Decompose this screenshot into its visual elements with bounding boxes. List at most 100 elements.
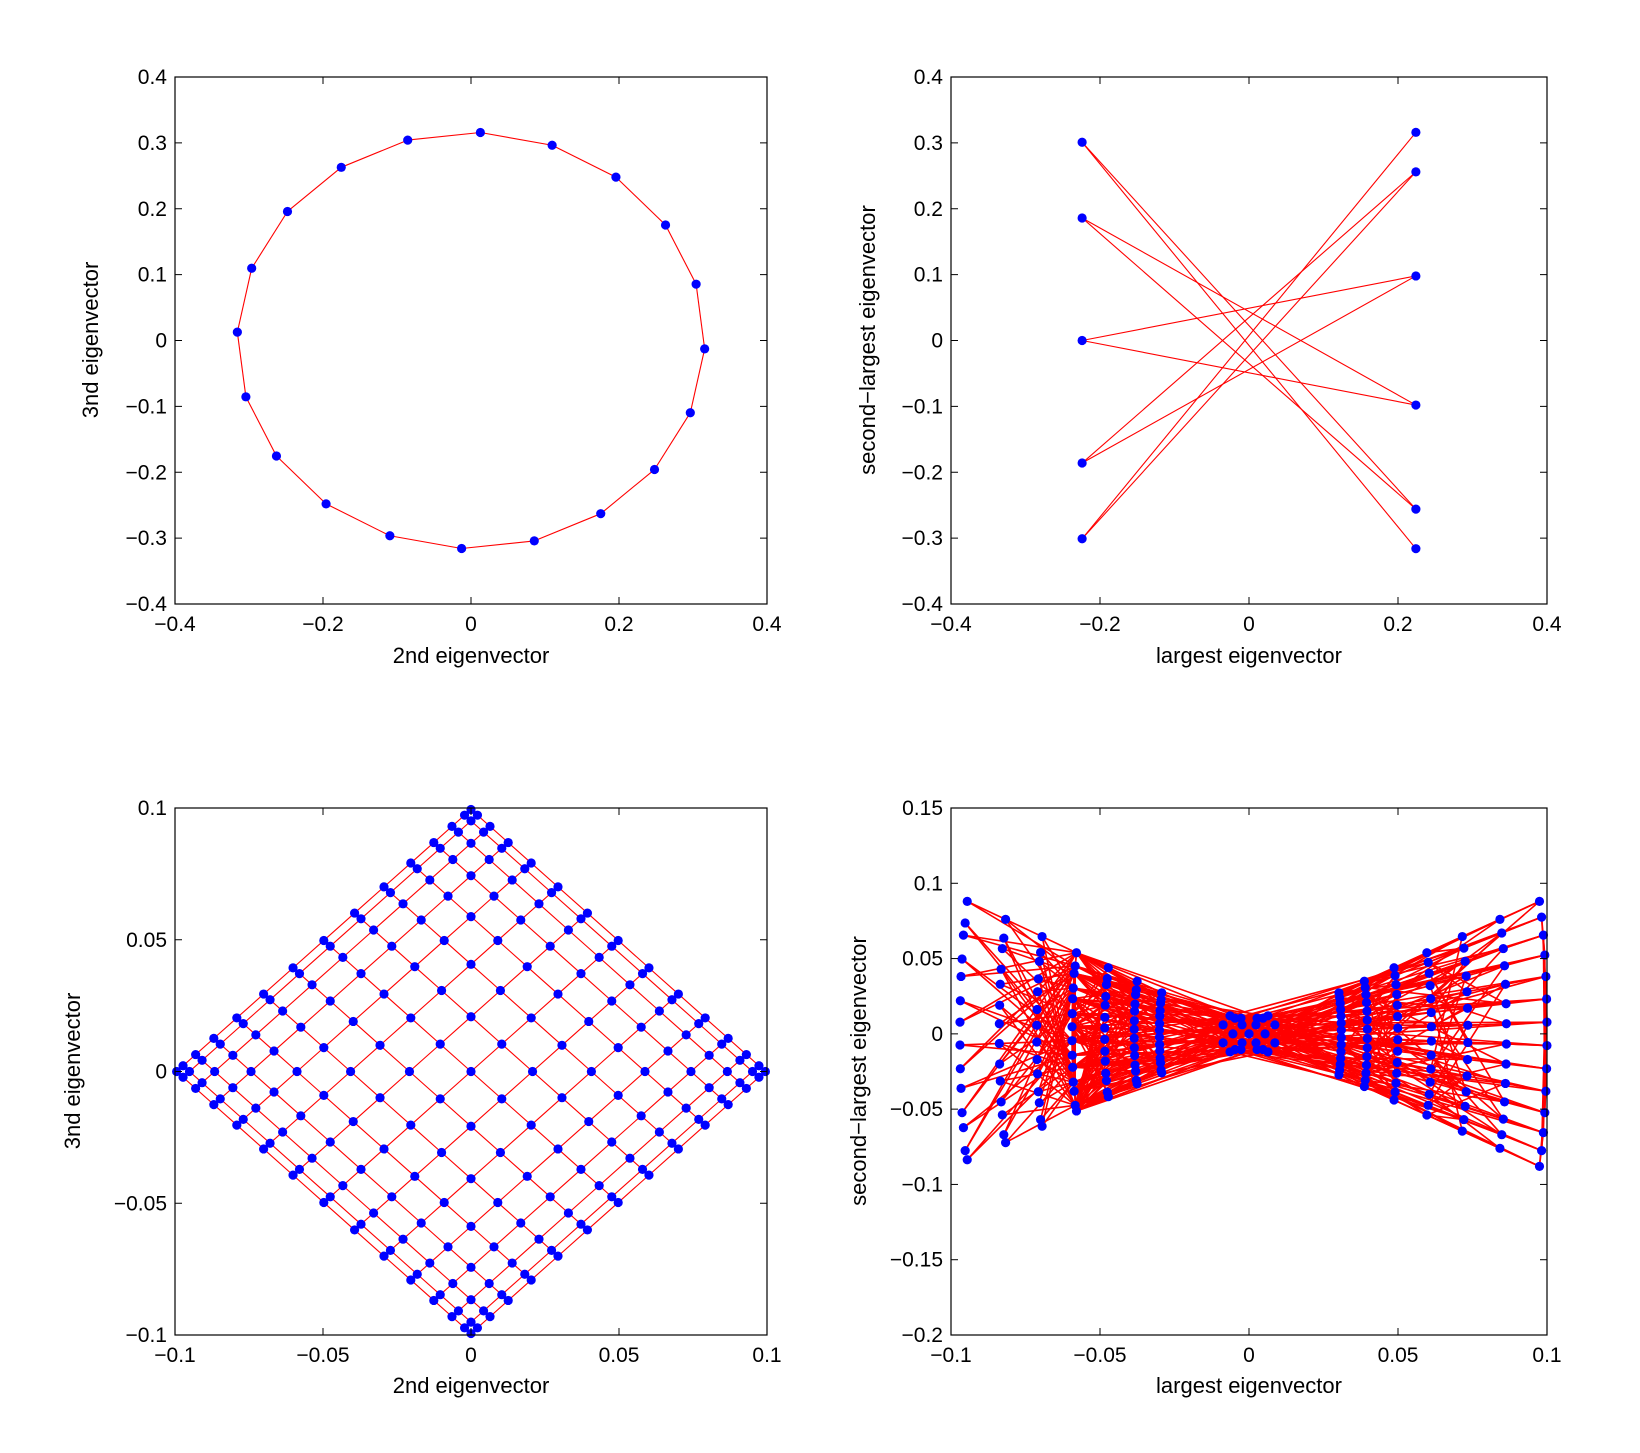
- graph-node-point: [1103, 963, 1113, 973]
- graph-node-point: [1500, 979, 1511, 989]
- graph-node-point: [356, 968, 366, 979]
- graph-edge: [1081, 131, 1417, 540]
- graph-edge: [232, 1087, 257, 1109]
- graph-node-point: [1071, 948, 1082, 958]
- graph-node-point: [681, 1030, 691, 1040]
- graph-node-point: [1270, 1038, 1280, 1048]
- graph-node-point: [545, 941, 555, 951]
- graph-node-point: [1067, 1050, 1077, 1060]
- graph-edge: [470, 1202, 499, 1227]
- graph-node-point: [596, 509, 606, 519]
- graph-node-point: [996, 964, 1006, 974]
- graph-node-point: [526, 1120, 536, 1130]
- graph-node-point: [1101, 1068, 1111, 1078]
- graph-node-point: [1534, 1161, 1545, 1171]
- graph-node-point: [607, 1137, 617, 1147]
- x-tick-label: −0.4: [930, 613, 972, 636]
- graph-edge: [325, 503, 391, 537]
- graph-node-point: [997, 1110, 1007, 1120]
- graph-edge: [255, 1107, 283, 1133]
- graph-node-point: [1411, 504, 1421, 514]
- graph-node-point: [1101, 1076, 1112, 1086]
- graph-node-point: [1391, 1078, 1401, 1088]
- graph-edge: [414, 940, 445, 968]
- graph-node-point: [425, 875, 435, 885]
- graph-node-point: [526, 858, 536, 868]
- graph-node-point: [385, 1245, 396, 1255]
- graph-edge: [640, 1091, 669, 1117]
- graph-edge: [470, 1016, 503, 1045]
- graph-edge: [236, 268, 253, 333]
- graph-node-point: [956, 971, 966, 982]
- graph-edge: [390, 868, 418, 894]
- graph-node-point: [1100, 1034, 1110, 1045]
- graph-edge: [511, 1238, 540, 1264]
- graph-edge: [648, 967, 679, 995]
- graph-edge: [591, 1047, 619, 1072]
- y-tick-label: 0.05: [902, 948, 943, 971]
- graph-edge: [1075, 1017, 1106, 1112]
- graph-node-point: [1501, 1019, 1511, 1029]
- graph-node-point: [694, 1114, 704, 1124]
- graph-node-point: [644, 963, 654, 973]
- graph-node-point: [1100, 1046, 1110, 1056]
- graph-edge: [416, 847, 441, 870]
- y-tick-label: −0.3: [902, 527, 943, 550]
- graph-edge: [329, 918, 362, 947]
- graph-node-point: [1499, 1097, 1510, 1107]
- graph-node-point: [1541, 971, 1551, 982]
- graph-node-point: [1336, 1011, 1346, 1021]
- graph-node-point: [660, 220, 671, 230]
- graph-node-point: [296, 1022, 306, 1032]
- graph-node-point: [325, 941, 335, 951]
- y-tick-label: 0.1: [914, 264, 943, 287]
- graph-edge: [704, 1104, 729, 1126]
- y-axis-label: second−largest eigenvector: [846, 936, 871, 1206]
- graph-node-point: [259, 1144, 269, 1154]
- graph-node-point: [246, 1066, 256, 1077]
- graph-edge: [470, 895, 495, 918]
- graph-node-point: [607, 996, 617, 1006]
- graph-node-point: [356, 914, 366, 924]
- graph-node-point: [403, 135, 413, 145]
- graph-edge: [561, 1021, 590, 1046]
- graph-node-point: [1538, 1127, 1548, 1138]
- graph-node-point: [1362, 1015, 1372, 1025]
- graph-edge: [329, 1121, 354, 1143]
- graph-edge: [282, 1131, 313, 1159]
- graph-node-point: [735, 1078, 745, 1088]
- graph-node-point: [387, 941, 397, 951]
- graph-node-point: [735, 1055, 745, 1065]
- graph-edge: [443, 940, 472, 965]
- graph-edge: [600, 469, 655, 515]
- graph-node-point: [209, 1100, 219, 1110]
- graph-node-point: [379, 989, 389, 999]
- graph-edge: [685, 1034, 710, 1056]
- graph-node-point: [478, 827, 489, 837]
- graph-node-point: [1237, 1020, 1247, 1030]
- graph-edge: [493, 895, 522, 921]
- graph-node-point: [1422, 1110, 1432, 1120]
- graph-node-point: [436, 1147, 447, 1158]
- graph-node-point: [1460, 956, 1470, 966]
- graph-edge: [360, 1148, 385, 1170]
- graph-edge: [342, 929, 374, 958]
- graph-edge: [591, 1071, 619, 1096]
- graph-node-point: [232, 327, 242, 337]
- graph-edge: [1041, 987, 1075, 1127]
- graph-node-point: [999, 933, 1009, 943]
- graph-node-point: [457, 543, 467, 554]
- graph-edge: [615, 176, 666, 226]
- graph-node-point: [1034, 956, 1044, 966]
- graph-node-point: [1218, 1020, 1228, 1030]
- graph-node-point: [1068, 1062, 1078, 1072]
- graph-edge: [213, 1104, 238, 1126]
- graph-edge: [961, 958, 1073, 1042]
- graph-edge: [1365, 993, 1507, 1065]
- graph-node-point: [425, 1258, 435, 1268]
- graph-node-point: [1130, 1060, 1140, 1070]
- graph-node-point: [1336, 1018, 1346, 1028]
- x-tick-label: 0: [465, 1344, 477, 1367]
- y-tick-label: 0.3: [914, 132, 943, 155]
- graph-node-point: [1225, 1011, 1235, 1021]
